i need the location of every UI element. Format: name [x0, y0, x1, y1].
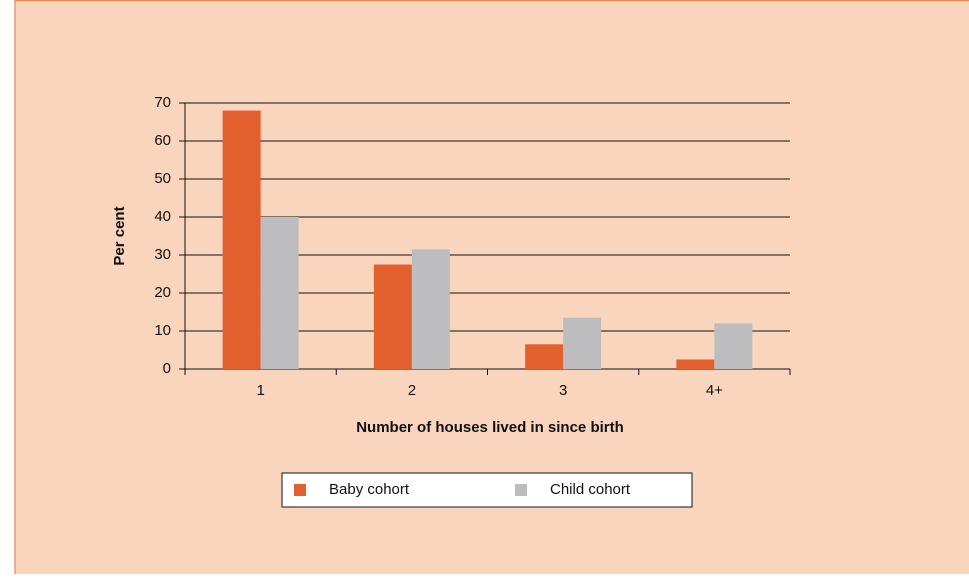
- y-tick-label: 40: [154, 208, 171, 225]
- legend-swatch: [294, 484, 306, 496]
- bar: [563, 317, 602, 369]
- y-tick-label: 60: [154, 132, 171, 149]
- legend-label: Child cohort: [550, 481, 631, 498]
- bar: [525, 344, 564, 369]
- bar: [373, 264, 412, 369]
- y-tick-label: 10: [154, 322, 171, 339]
- x-tick-label: 2: [408, 382, 416, 399]
- y-tick-label: 0: [163, 360, 171, 377]
- y-tick-label: 30: [154, 246, 171, 263]
- x-tick-label: 4+: [706, 382, 723, 399]
- y-tick-label: 70: [154, 94, 171, 111]
- legend-box: [281, 472, 693, 508]
- legend-label: Baby cohort: [329, 481, 410, 498]
- x-tick-label: 1: [256, 382, 264, 399]
- bar: [411, 249, 450, 369]
- bar: [260, 217, 299, 369]
- y-axis-label: Per cent: [111, 206, 128, 265]
- bar: [676, 359, 715, 369]
- y-tick-label: 20: [154, 284, 171, 301]
- x-axis-label: Number of houses lived in since birth: [356, 419, 624, 436]
- bar: [714, 323, 753, 369]
- legend-swatch: [515, 484, 527, 496]
- y-tick-label: 50: [154, 170, 171, 187]
- x-tick-label: 3: [559, 382, 567, 399]
- bar: [222, 110, 261, 369]
